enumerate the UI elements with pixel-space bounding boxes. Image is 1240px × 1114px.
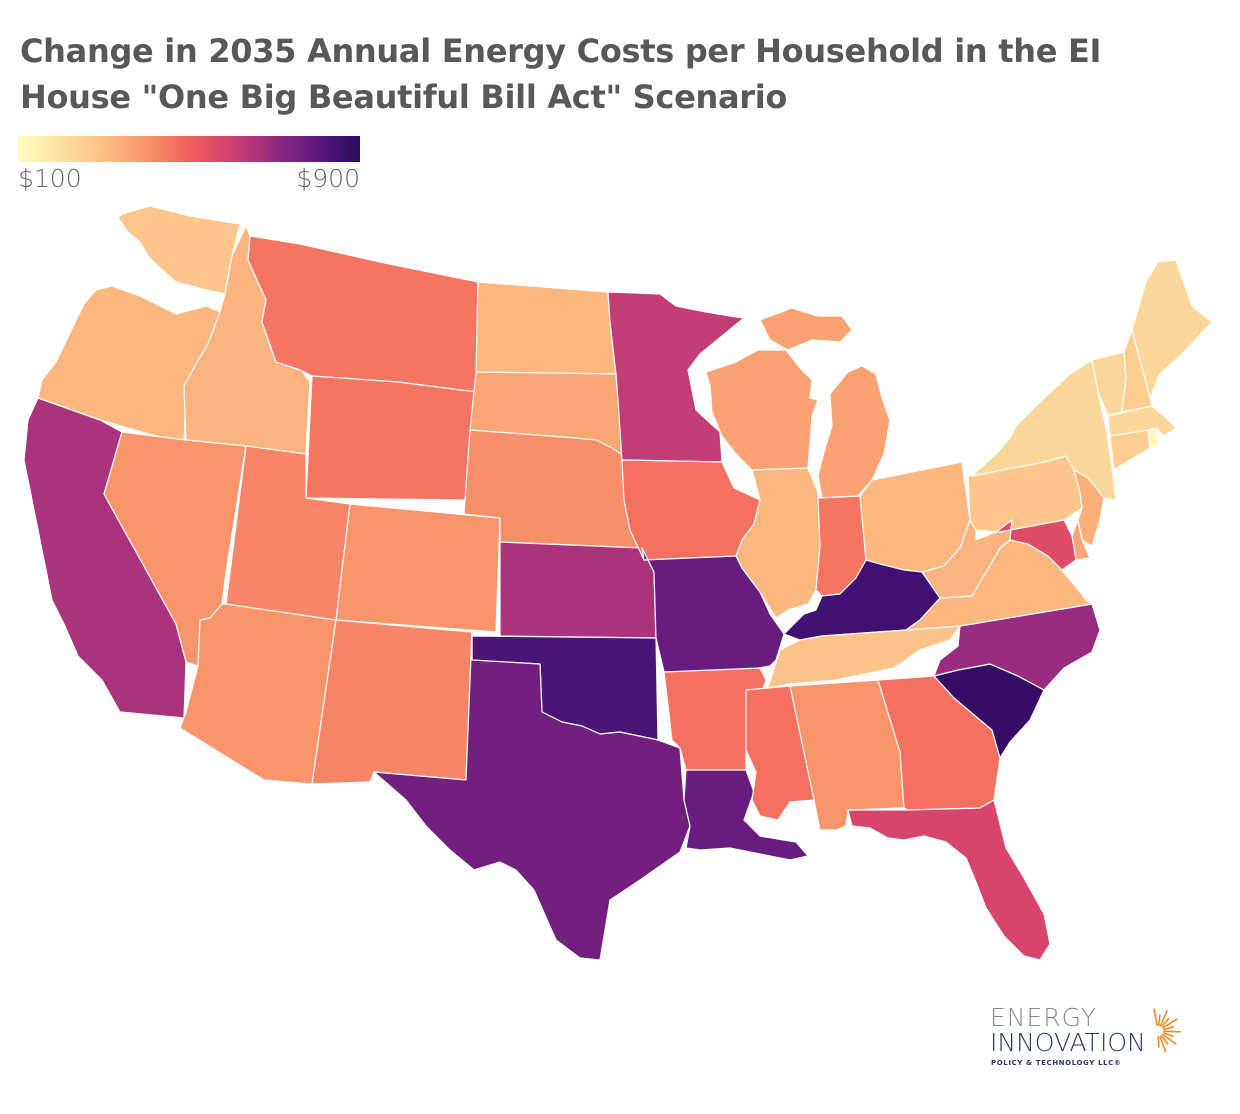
logo-text-tagline: POLICY & TECHNOLOGY LLC® xyxy=(991,1059,1122,1067)
sunburst-ray xyxy=(1162,1033,1177,1045)
state-ma: MA: $230 xyxy=(1107,405,1177,437)
legend-max-label: $900 xyxy=(296,164,360,193)
state-az: AZ: $400 xyxy=(179,603,337,785)
state-md: MD: $560 xyxy=(995,519,1077,571)
legend-min-label: $100 xyxy=(18,164,82,193)
state-mi: MI: $370 xyxy=(759,307,891,499)
state-nc: NC: $690 xyxy=(933,603,1101,691)
state-wy: WY: $460 xyxy=(305,375,477,501)
state-tx: TX: $760 xyxy=(373,631,691,961)
state-tn: TN: $290 xyxy=(767,625,961,689)
state-ia: IA: $470 xyxy=(621,459,761,561)
legend-gradient-bar xyxy=(18,136,360,162)
us-choropleth-map: WA: $280OR: $320CA: $660ID: $330NV: $400… xyxy=(23,205,1213,961)
chart-title: Change in 2035 Annual Energy Costs per H… xyxy=(20,28,1220,120)
chart-title-line2: House "One Big Beautiful Bill Act" Scena… xyxy=(20,78,788,116)
sunburst-ray xyxy=(1162,1032,1174,1038)
logo-text-innovation: INNOVATION xyxy=(990,1028,1146,1057)
sunburst-ray xyxy=(1159,1035,1167,1053)
chart-title-line1: Change in 2035 Annual Energy Costs per H… xyxy=(20,32,1102,70)
state-de: DE: $360 xyxy=(1071,519,1091,561)
state-ks: KS: $660 xyxy=(499,541,657,639)
sunburst-ray xyxy=(1157,1036,1160,1048)
state-fl: FL: $580 xyxy=(847,799,1051,961)
state-nm: NM: $430 xyxy=(311,619,473,785)
state-ar: AR: $470 xyxy=(663,667,767,771)
sunburst-ray xyxy=(1160,1034,1169,1045)
state-wi: WI: $370 xyxy=(705,349,819,471)
sunburst-ray xyxy=(1157,1014,1161,1026)
sunburst-ray xyxy=(1159,1010,1168,1027)
logo-text-energy: ENERGY xyxy=(990,1003,1098,1032)
sunburst-ray xyxy=(1161,1018,1170,1028)
state-co: CO: $400 xyxy=(335,503,501,633)
state-nj: NJ: $340 xyxy=(1073,469,1105,547)
state-mn: MN: $620 xyxy=(607,291,745,463)
state-ny: NY: $230 xyxy=(971,359,1117,501)
sunburst-ray xyxy=(1163,1030,1181,1033)
state-la: LA: $780 xyxy=(683,769,809,861)
state-nd: ND: $320 xyxy=(475,281,617,375)
energy-innovation-logo: ENERGY INNOVATION POLICY & TECHNOLOGY LL… xyxy=(990,1003,1210,1083)
state-id: ID: $330 xyxy=(183,225,311,455)
state-ct: CT: $260 xyxy=(1109,429,1151,471)
state-wa: WA: $280 xyxy=(117,205,241,295)
sunburst-ray xyxy=(1162,1018,1178,1029)
color-legend: $100 $900 xyxy=(18,136,360,196)
sunburst-ray xyxy=(1162,1026,1175,1031)
sunburst-icon xyxy=(1153,1008,1181,1053)
sunburst-ray xyxy=(1153,1008,1158,1026)
state-me: ME: $230 xyxy=(1131,259,1213,399)
